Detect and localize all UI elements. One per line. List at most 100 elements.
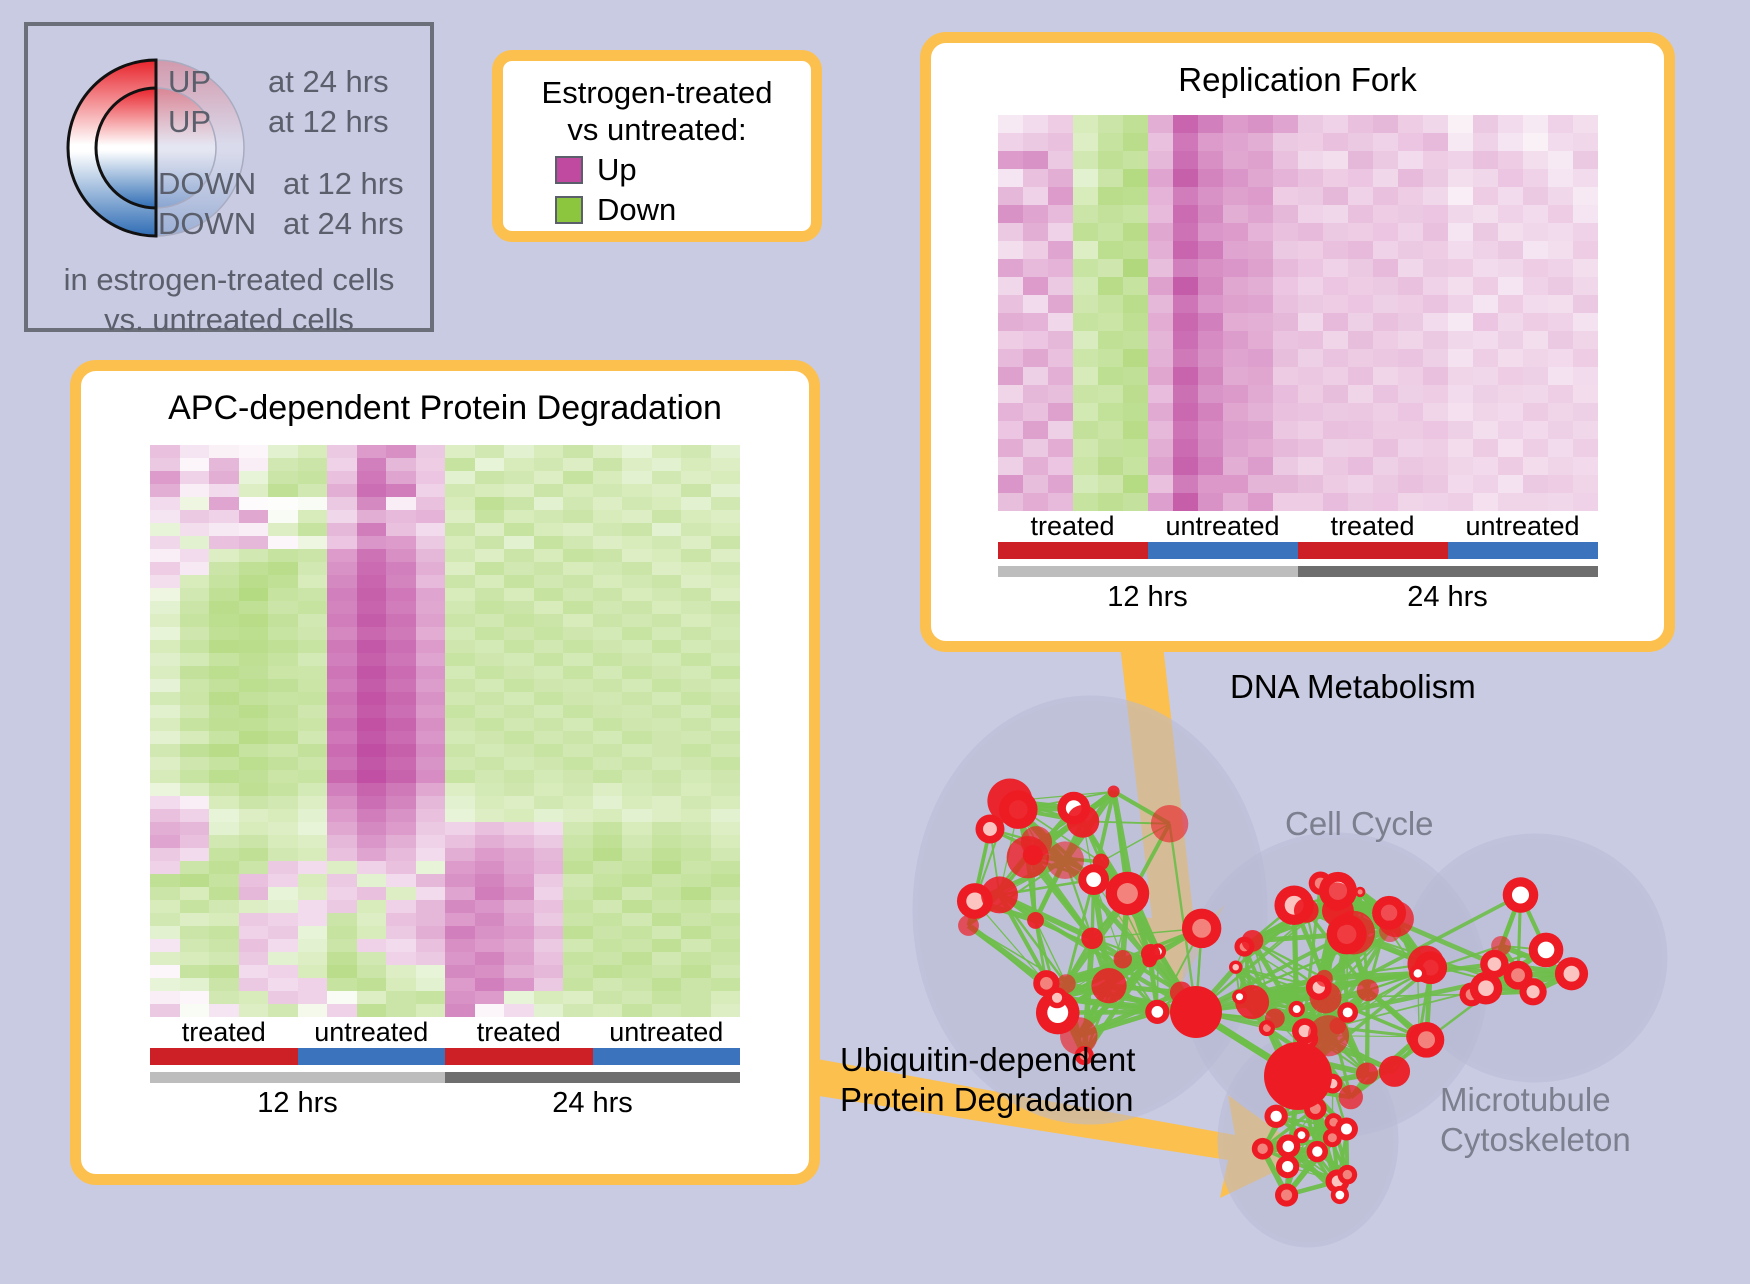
heatmap-cell [1023,241,1048,259]
heatmap-cell [1323,385,1348,403]
heatmap-cell [1548,331,1573,349]
heatmap-cell [1523,115,1548,133]
heatmap-cell [268,705,298,718]
heatmap-cell [268,445,298,458]
heatmap-cell [327,653,357,666]
heatmap-cell [239,848,269,861]
heatmap-cell [209,796,239,809]
heatmap-cell [1323,313,1348,331]
heatmap-cell [563,900,593,913]
heatmap-cell [563,497,593,510]
rf-bar-treated-24 [1298,542,1448,559]
heatmap-cell [1498,133,1523,151]
heatmap-cell [1298,151,1323,169]
heatmap-cell [209,614,239,627]
heatmap-cell [209,783,239,796]
heatmap-cell [652,991,682,1004]
heatmap-cell [1298,403,1323,421]
heatmap-cell [1398,151,1423,169]
heatmap-cell [239,744,269,757]
heatmap-cell [239,458,269,471]
heatmap-cell [504,562,534,575]
heatmap-cell [327,783,357,796]
heatmap-cell [563,445,593,458]
heatmap-cell [1048,331,1073,349]
heatmap-cell [563,614,593,627]
heatmap-cell [150,874,180,887]
heatmap-cell [180,796,210,809]
heatmap-cell [681,718,711,731]
heatmap-cell [1173,187,1198,205]
heatmap-cell [357,627,387,640]
heatmap-cell [445,731,475,744]
heatmap-cell [998,349,1023,367]
heatmap-cell [445,861,475,874]
heatmap-cell [593,965,623,978]
heatmap-cell [1573,115,1598,133]
heatmap-cell [209,887,239,900]
heatmap-cell [1373,475,1398,493]
heatmap-cell [998,277,1023,295]
heatmap-cell [386,744,416,757]
heatmap-cell [1573,259,1598,277]
heatmap-cell [1298,349,1323,367]
apc-group-label-1: untreated [298,1017,446,1048]
heatmap-cell [1448,331,1473,349]
heatmap-cell [1023,475,1048,493]
heatmap-cell [1098,313,1123,331]
heatmap-cell [298,796,328,809]
network-node-core [1335,1191,1344,1200]
heatmap-cell [711,549,741,562]
network-node [1081,927,1103,949]
heatmap-cell [1498,367,1523,385]
heatmap-cell [445,471,475,484]
heatmap-cell [445,1004,475,1017]
heatmap-cell [593,692,623,705]
heatmap-cell [386,900,416,913]
heatmap-cell [445,835,475,848]
apc-time-bar [150,1072,740,1083]
network-node [1057,974,1076,993]
heatmap-cell [1448,205,1473,223]
heatmap-cell [150,848,180,861]
heatmap-cell [563,1004,593,1017]
heatmap-cell [1573,493,1598,511]
heatmap-cell [563,835,593,848]
network-node-core [1341,1123,1352,1134]
heatmap-cell [180,562,210,575]
heatmap-cell [534,900,564,913]
heatmap-cell [1273,439,1298,457]
heatmap-cell [1473,457,1498,475]
heatmap-cell [534,484,564,497]
heatmap-cell [1123,295,1148,313]
heatmap-cell [416,445,446,458]
heatmap-cell [445,549,475,562]
heatmap-cell [593,848,623,861]
heatmap-cell [416,731,446,744]
heatmap-cell [1398,169,1423,187]
heatmap-cell [1523,331,1548,349]
heatmap-cell [239,497,269,510]
heatmap-cell [357,484,387,497]
cluster-label-ubiquitin: Ubiquitin-dependent Protein Degradation [840,1040,1135,1119]
heatmap-cell [416,835,446,848]
heatmap-cell [1373,493,1398,511]
heatmap-cell [622,861,652,874]
heatmap-cell [534,835,564,848]
heatmap-cell [563,536,593,549]
replication-fork-heatmap [998,115,1598,511]
heatmap-cell [1548,169,1573,187]
heatmap-cell [1498,385,1523,403]
network-node [1265,1008,1285,1028]
heatmap-cell [534,809,564,822]
heatmap-cell [416,874,446,887]
heatmap-cell [1398,205,1423,223]
heatmap-cell [1073,385,1098,403]
heatmap-cell [1173,421,1198,439]
heatmap-cell [1173,493,1198,511]
heatmap-cell [1398,331,1423,349]
heatmap-cell [563,471,593,484]
heatmap-cell [1048,259,1073,277]
heatmap-cell [622,926,652,939]
heatmap-cell [1573,277,1598,295]
